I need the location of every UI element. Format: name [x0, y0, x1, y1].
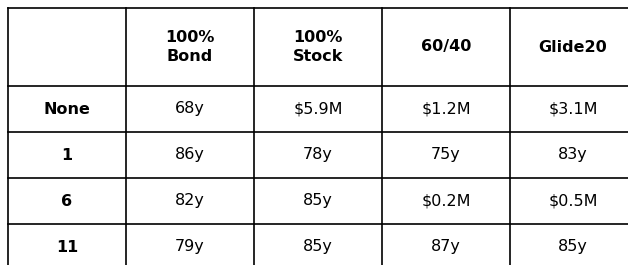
Text: 85y: 85y: [303, 240, 333, 254]
Text: 60/40: 60/40: [421, 39, 471, 55]
Text: 79y: 79y: [175, 240, 205, 254]
Text: 87y: 87y: [431, 240, 461, 254]
Text: 75y: 75y: [431, 148, 461, 162]
Text: $3.1M: $3.1M: [548, 101, 598, 117]
Text: None: None: [43, 101, 90, 117]
Text: 78y: 78y: [303, 148, 333, 162]
Text: 68y: 68y: [175, 101, 205, 117]
Text: 6: 6: [62, 193, 73, 209]
Text: 86y: 86y: [175, 148, 205, 162]
Text: 82y: 82y: [175, 193, 205, 209]
Text: 100%
Stock: 100% Stock: [293, 30, 343, 64]
Text: 85y: 85y: [303, 193, 333, 209]
Text: $0.2M: $0.2M: [421, 193, 471, 209]
Text: 1: 1: [62, 148, 73, 162]
Text: $1.2M: $1.2M: [421, 101, 471, 117]
Text: 83y: 83y: [558, 148, 588, 162]
Text: Glide20: Glide20: [539, 39, 607, 55]
Text: $5.9M: $5.9M: [293, 101, 343, 117]
Text: 100%
Bond: 100% Bond: [165, 30, 215, 64]
Text: $0.5M: $0.5M: [548, 193, 598, 209]
Text: 11: 11: [56, 240, 78, 254]
Text: 85y: 85y: [558, 240, 588, 254]
